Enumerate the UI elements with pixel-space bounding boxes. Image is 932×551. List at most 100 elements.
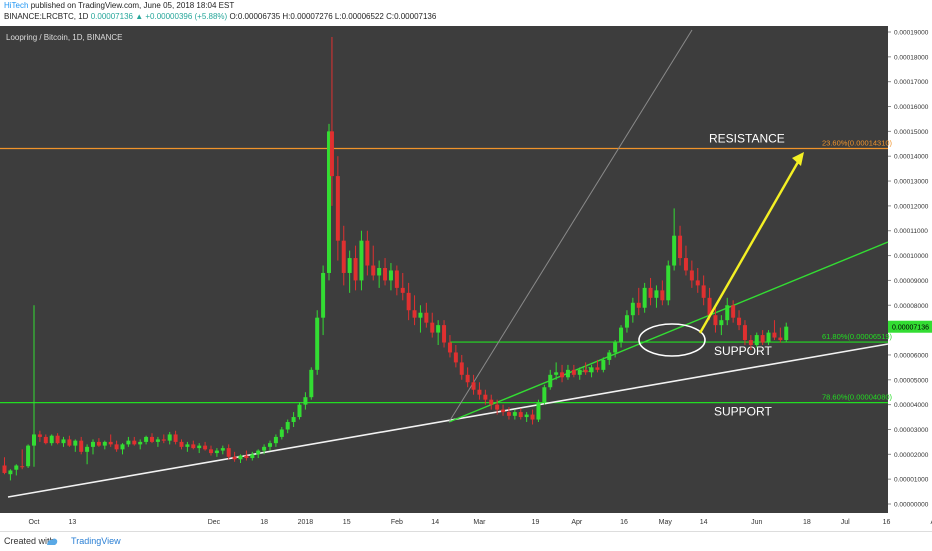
plot-area[interactable] [0,26,888,513]
candle-body-107 [630,302,635,316]
candle-body-24 [144,436,149,442]
candle-body-99 [583,369,588,373]
candle-body-123 [725,305,730,321]
symbol-info: BINANCE:LRCBTC, 1D 0.00007136 ▲ +0.00000… [4,12,436,21]
y-tick-label-18: 0.00018000 [894,54,929,61]
x-tick-label-3: 18 [260,519,268,526]
fan-line [448,29,693,423]
candle-body-115 [678,235,683,259]
candle-body-74 [436,325,441,333]
chart-header: HiTech published on TradingView.com, Jun… [0,0,932,26]
candle-body-83 [489,399,494,405]
level-text-2: SUPPORT [714,405,772,419]
level-label-0: 23.60%(0.00014310) [822,139,893,148]
candle-body-33 [197,445,202,449]
candle-body-111 [654,290,659,298]
candle-body-98 [577,369,582,375]
candle-body-34 [203,445,208,450]
y-tick-label-0: 0.00000000 [894,502,929,509]
low-value: L:0.00006522 [334,12,384,21]
candle-body-88 [518,412,523,418]
x-tick-label-17: 16 [883,519,891,526]
projection-arrow-shaft [698,161,800,334]
candle-body-82 [483,394,488,400]
trend-lines: 1/1 [7,29,889,498]
candle-body-44 [262,446,267,451]
candle-body-26 [155,439,160,442]
candle-body-48 [285,422,290,430]
x-tick-label-5: 15 [343,519,351,526]
candle-body-71 [418,312,423,318]
candle-body-50 [297,404,302,418]
candle-body-64 [377,268,382,276]
candle-body-19 [114,444,119,450]
x-tick-label-11: 16 [620,519,628,526]
symbol-label: BINANCE:LRCBTC, 1D [4,12,89,21]
candle-body-41 [244,455,249,459]
candle-body-38 [226,448,231,457]
author-link[interactable]: HiTech [4,1,29,10]
candle-body-63 [371,265,376,276]
candle-body-129 [760,335,765,343]
candle-body-95 [560,372,565,378]
y-tick-label-14: 0.00014000 [894,154,929,161]
open-value: O:0.00006735 [229,12,281,21]
candle-body-78 [459,362,464,375]
candle-body-35 [209,449,213,454]
white-trendline [7,343,889,498]
candle-body-76 [447,342,452,353]
candle-body-101 [595,367,600,370]
candle-body-12 [73,440,78,446]
candle-body-7 [43,436,48,444]
x-tick-label-16: Jul [841,519,850,526]
x-tick-label-13: 14 [700,519,708,526]
candle-body-47 [279,429,284,437]
candle-body-28 [167,434,172,441]
current-price-tag [888,320,932,333]
candle-body-5 [32,434,36,446]
candle-body-31 [185,444,190,447]
y-tick-label-8: 0.00008000 [894,303,929,310]
candle-body-39 [232,456,237,460]
chart-title: Loopring / Bitcoin, 1D, BINANCE [6,33,123,42]
price-chart[interactable]: Loopring / Bitcoin, 1D, BINANCE 23.60%(0… [0,26,932,531]
candle-body-126 [742,325,747,341]
y-tick-label-4: 0.00004000 [894,402,929,409]
candle-body-69 [406,292,411,311]
y-axis-panel[interactable] [888,26,932,531]
y-tick-label-12: 0.00012000 [894,203,929,210]
candle-body-131 [772,332,777,338]
y-tick-label-1: 0.00001000 [894,477,929,484]
up-arrow-icon: ▲ [135,12,144,21]
candle-body-40 [238,455,243,460]
y-tick-label-16: 0.00016000 [894,104,929,111]
x-tick-label-7: 14 [431,519,439,526]
level-label-2: 78.60%(0.00004080) [822,393,893,402]
fib-levels: 23.60%(0.00014310) RESISTANCE 61.80%(0.000… [0,132,893,419]
candle-body-0 [2,465,7,473]
y-tick-label-13: 0.00013000 [894,179,929,186]
tradingview-link[interactable]: TradingView [71,536,121,546]
candle-body-122 [719,320,724,326]
x-axis-panel[interactable] [0,513,888,531]
candle-body-108 [636,302,641,308]
candle-body-105 [619,327,624,343]
candle-body-43 [256,450,261,455]
candle-body-45 [268,443,272,447]
x-tick-label-18: Aug [930,519,932,526]
green-trendline [448,241,889,423]
x-axis: Oct 13 Dec 18 2018 15 Feb 14 Mar 19 Apr 16 May 14 Jun 1… [29,519,932,526]
candle-body-87 [512,412,517,416]
x-tick-label-12: May [659,519,673,526]
y-tick-label-6: 0.00006000 [894,352,929,359]
y-tick-label-10: 0.00010000 [894,253,929,260]
x-tick-label-0: Oct [29,519,40,526]
candle-body-97 [571,369,576,375]
candle-body-103 [607,352,612,360]
candle-body-119 [701,285,706,298]
level-label-1: 61.80%(0.00006519) [822,332,893,341]
candle-body-100 [589,367,594,373]
candle-body-27 [161,439,166,441]
candle-body-18 [108,441,113,445]
candle-body-59 [347,258,352,273]
